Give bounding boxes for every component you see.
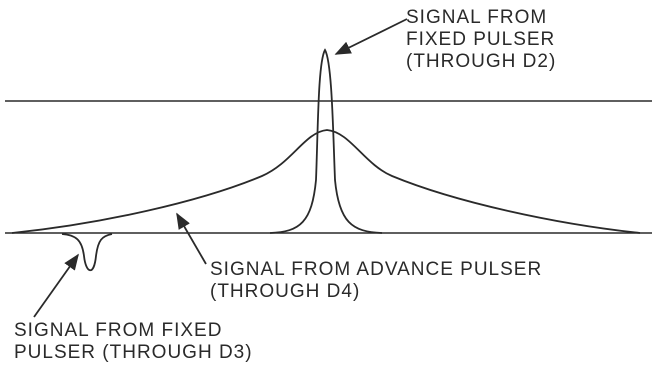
label-fixed-pulser-d3-line2: PULSER (THROUGH D3) [14, 342, 253, 363]
label-advance-pulser-d4-line1: SIGNAL FROM ADVANCE PULSER [210, 259, 543, 280]
label-fixed-pulser-d3-line1: SIGNAL FROM FIXED [14, 320, 223, 341]
label-fixed-pulser-d2-line3: (THROUGH D2) [406, 51, 557, 72]
fixed-pulser-d3-dip [61, 233, 113, 272]
label-fixed-pulser-d2: SIGNAL FROM FIXED PULSER (THROUGH D2) [406, 7, 556, 73]
label-fixed-pulser-d3: SIGNAL FROM FIXED PULSER (THROUGH D3) [14, 320, 253, 364]
label-fixed-pulser-d2-line2: FIXED PULSER [406, 29, 556, 50]
label-advance-pulser-d4-line2: (THROUGH D4) [210, 281, 361, 302]
fixed-pulser-d2-spike [269, 48, 383, 234]
arrow-to-d2-spike [334, 18, 408, 55]
label-advance-pulser-d4: SIGNAL FROM ADVANCE PULSER (THROUGH D4) [210, 259, 542, 303]
advance-pulser-curve [11, 129, 641, 234]
arrow-to-d3-dip [33, 253, 79, 318]
arrow-to-advance-curve [176, 212, 207, 265]
label-fixed-pulser-d2-line1: SIGNAL FROM [406, 7, 548, 28]
